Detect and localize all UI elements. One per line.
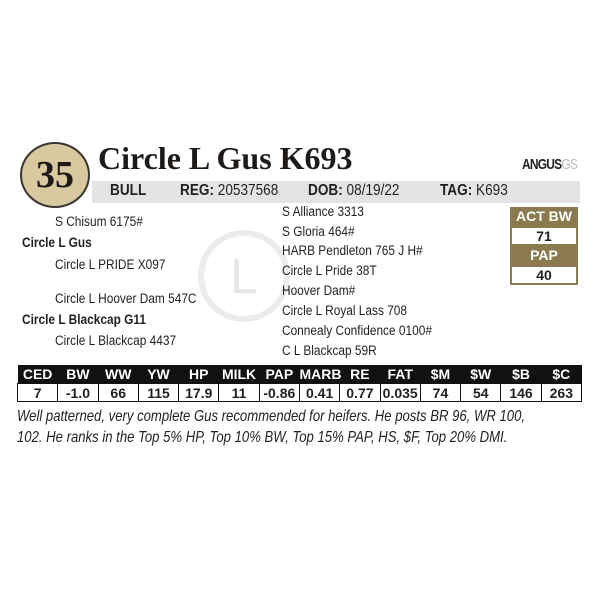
epd-value-cell: 74 <box>419 383 462 402</box>
pedigree-dam: Circle L Blackcap G11 <box>22 312 146 327</box>
epd-value-cell: -1.0 <box>57 383 99 402</box>
description-line: 102. He ranks in the Top 5% HP, Top 10% … <box>17 429 508 446</box>
epd-header-cell: $M <box>420 365 461 384</box>
pedigree-great: S Gloria 464# <box>282 224 355 239</box>
epd-header-cell: PAP <box>259 365 300 384</box>
pedigree-sire-dam: Circle L PRIDE X097 <box>55 257 166 272</box>
angus-logo: ANGUSGS <box>522 156 578 173</box>
pedigree-sire: Circle L Gus <box>22 235 92 250</box>
pedigree-great: Connealy Confidence 0100# <box>282 323 432 338</box>
registration: REG: 20537568 <box>180 182 279 199</box>
epd-header-cell: CED <box>17 365 58 384</box>
epd-header-cell: BW <box>57 365 99 384</box>
epd-header-cell: $C <box>541 365 582 384</box>
pedigree-great: Circle L Royal Lass 708 <box>282 303 408 318</box>
pedigree-great: HARB Pendleton 765 J H# <box>282 243 423 258</box>
act-bw-value: 71 <box>510 226 578 246</box>
logo-suffix: GS <box>561 156 578 173</box>
sex: BULL <box>110 182 147 199</box>
epd-header-cell: $B <box>500 365 542 384</box>
lot-number-badge: 35 <box>20 142 90 208</box>
lot-number: 35 <box>36 154 74 196</box>
epd-value-cell: 0.77 <box>339 383 381 402</box>
epd-value-cell: 0.41 <box>298 383 341 402</box>
pap-label: PAP <box>510 246 578 265</box>
epd-value-cell: -0.86 <box>258 383 300 402</box>
description-line: Well patterned, very complete Gus recomm… <box>17 408 526 425</box>
epd-header-cell: $W <box>460 365 501 384</box>
date-of-birth: DOB: 08/19/22 <box>308 182 400 199</box>
tag: TAG: K693 <box>440 182 508 199</box>
description: Well patterned, very complete Gus recomm… <box>17 406 591 448</box>
epd-header-cell: MILK <box>218 365 260 384</box>
pap-value: 40 <box>510 265 578 285</box>
epd-header-row: CED BW WW YW HP MILK PAP MARB RE FAT $M $W $B $C <box>17 365 582 384</box>
circle-l-watermark-icon: L <box>198 230 290 322</box>
pedigree-dam-sire: Circle L Hoover Dam 547C <box>55 291 197 306</box>
epd-value-cell: 11 <box>218 383 260 402</box>
measures-box: ACT BW 71 PAP 40 <box>510 207 578 285</box>
epd-table: CED BW WW YW HP MILK PAP MARB RE FAT $M $W $B $C 7 -1.… <box>16 365 583 402</box>
epd-header-cell: HP <box>178 365 219 384</box>
epd-value-cell: 263 <box>540 383 583 402</box>
epd-header-cell: FAT <box>380 365 421 384</box>
epd-header-cell: WW <box>98 365 139 384</box>
act-bw-label: ACT BW <box>510 207 578 226</box>
epd-header-cell: MARB <box>299 365 342 384</box>
pedigree-great: Hoover Dam# <box>282 283 356 298</box>
epd-value-cell: 66 <box>97 383 139 402</box>
pedigree-great: C L Blackcap 59R <box>282 343 377 358</box>
epd-header-cell: RE <box>339 365 381 384</box>
info-bar <box>92 181 580 203</box>
epd-value-cell: 7 <box>16 383 59 402</box>
pedigree-great: S Alliance 3313 <box>282 204 364 219</box>
pedigree-great: Circle L Pride 38T <box>282 263 377 278</box>
logo-brand: ANGUS <box>522 156 562 173</box>
epd-value-row: 7 -1.0 66 115 17.9 11 -0.86 0.41 0.77 0.035 74 54 14… <box>16 383 583 402</box>
epd-value-cell: 54 <box>460 383 502 402</box>
epd-value-cell: 0.035 <box>379 383 421 402</box>
epd-header-cell: YW <box>138 365 179 384</box>
pedigree-sire-sire: S Chisum 6175# <box>55 214 143 229</box>
epd-value-cell: 115 <box>137 383 180 402</box>
epd-value-cell: 17.9 <box>178 383 220 402</box>
animal-name: Circle L Gus K693 <box>98 140 353 176</box>
epd-value-cell: 146 <box>500 383 542 402</box>
pedigree-dam-dam: Circle L Blackcap 4437 <box>55 333 177 348</box>
